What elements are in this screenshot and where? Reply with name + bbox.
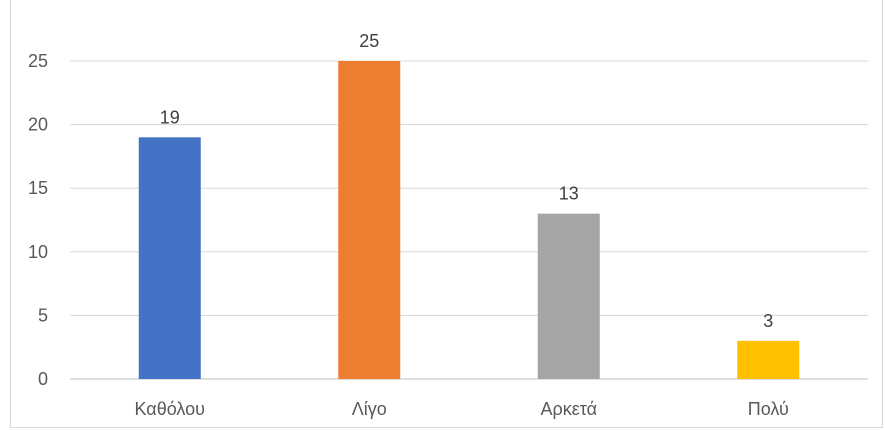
y-tick-label: 15	[28, 178, 48, 198]
y-tick-label: 0	[38, 369, 48, 389]
y-tick-label: 25	[28, 51, 48, 71]
data-label: 19	[160, 107, 180, 127]
y-tick-label: 20	[28, 115, 48, 135]
y-tick-label: 10	[28, 242, 48, 262]
bar	[338, 61, 401, 379]
data-label: 25	[359, 31, 379, 51]
category-label: Καθόλου	[135, 399, 205, 419]
y-tick-label: 5	[38, 305, 48, 325]
bar	[737, 340, 800, 379]
category-label: Λίγο	[352, 399, 387, 419]
category-label: Αρκετά	[540, 399, 597, 419]
bars	[138, 61, 800, 379]
category-label: Πολύ	[748, 399, 789, 419]
chart-frame	[10, 0, 883, 428]
data-labels: 19 25 13 3	[160, 31, 774, 331]
data-label: 13	[559, 184, 579, 204]
x-axis-categories: Καθόλου Λίγο Αρκετά Πολύ	[135, 399, 789, 419]
data-label: 3	[763, 311, 773, 331]
gridlines	[70, 60, 868, 380]
bar	[537, 213, 600, 379]
y-axis-ticks: 0 5 10 15 20 25	[28, 51, 48, 389]
bar	[138, 137, 201, 379]
